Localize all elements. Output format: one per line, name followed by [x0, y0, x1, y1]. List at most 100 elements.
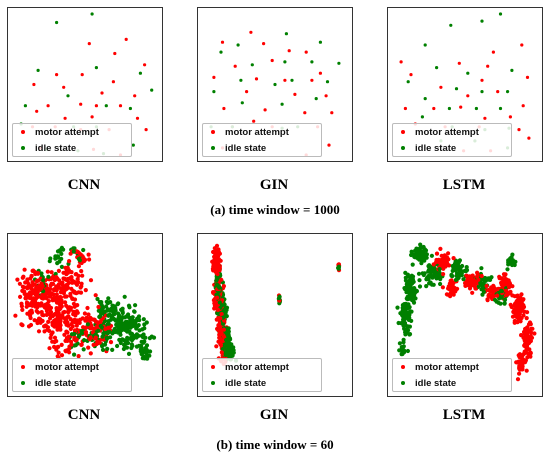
scatter-point — [221, 284, 226, 289]
scatter-point — [504, 288, 509, 293]
scatter-point — [400, 313, 405, 318]
scatter-point — [455, 271, 460, 276]
scatter-point — [500, 288, 505, 294]
legend-label: idle state — [225, 377, 267, 389]
scatter-point — [59, 353, 65, 358]
scatter-point — [284, 32, 288, 36]
scatter-point — [443, 262, 448, 267]
scatter-point — [420, 115, 424, 119]
scatter-point — [65, 320, 70, 325]
scatter-point — [263, 108, 267, 112]
scatter-point — [45, 301, 50, 306]
scatter-point — [100, 347, 106, 352]
scatter-point — [63, 349, 68, 354]
scatter-point — [111, 305, 116, 310]
scatter-point — [250, 63, 254, 67]
scatter-point — [318, 71, 322, 75]
scatter-point — [216, 307, 221, 312]
scatter-point — [410, 262, 415, 267]
scatter-point — [397, 341, 402, 346]
scatter-point — [100, 311, 105, 316]
scatter-point — [494, 287, 499, 292]
scatter-point — [17, 281, 22, 286]
scatter-point — [416, 271, 422, 276]
scatter-point — [514, 294, 519, 299]
scatter-point — [35, 271, 41, 276]
scatter-point — [72, 331, 77, 337]
scatter-point — [515, 360, 520, 365]
scatter-point — [510, 284, 515, 289]
scatter-point — [214, 278, 219, 283]
legend-entry: motor attempt — [203, 124, 321, 140]
scatter-point — [95, 320, 100, 325]
scatter-panel: motor attempt idle state — [197, 233, 353, 397]
scatter-point — [52, 335, 58, 340]
scatter-point — [52, 324, 57, 329]
scatter-point — [481, 277, 486, 282]
scatter-point — [59, 264, 64, 269]
scatter-point — [223, 341, 228, 347]
scatter-point — [25, 280, 30, 285]
scatter-point — [111, 80, 115, 84]
scatter-point — [409, 318, 414, 323]
scatter-point — [473, 286, 478, 291]
scatter-point — [86, 252, 91, 257]
scatter-point — [136, 317, 141, 322]
scatter-point — [215, 311, 220, 316]
scatter-point — [479, 273, 484, 279]
scatter-point — [112, 317, 117, 322]
scatter-point — [70, 324, 75, 329]
scatter-point — [487, 288, 492, 293]
scatter-point — [128, 321, 133, 326]
scatter-point — [522, 342, 528, 347]
scatter-point — [510, 68, 514, 72]
scatter-point — [283, 78, 287, 82]
scatter-point — [126, 351, 132, 356]
scatter-point — [45, 286, 50, 291]
scatter-point — [62, 332, 67, 337]
scatter-point — [100, 91, 104, 95]
scatter-point — [90, 115, 94, 119]
scatter-point — [212, 90, 216, 94]
scatter-point — [36, 329, 42, 334]
scatter-point — [214, 264, 219, 269]
scatter-point — [36, 68, 40, 72]
scatter-point — [450, 268, 455, 273]
scatter-point — [55, 294, 60, 299]
scatter-point — [45, 311, 51, 317]
scatter-point — [526, 329, 531, 334]
scatter-point — [126, 303, 132, 308]
scatter-point — [135, 116, 140, 120]
scatter-point — [104, 104, 108, 108]
scatter-point — [120, 315, 125, 320]
scatter-point — [401, 337, 406, 342]
scatter-point — [32, 318, 37, 323]
scatter-point — [66, 334, 71, 339]
scatter-point — [408, 294, 413, 299]
scatter-point — [59, 289, 65, 294]
scatter-point — [28, 285, 33, 291]
scatter-point — [76, 354, 81, 359]
scatter-point — [62, 85, 66, 89]
legend-marker-icon — [21, 365, 25, 369]
scatter-point — [81, 347, 86, 352]
row-caption: (b) time window = 60 — [216, 437, 334, 452]
scatter-point — [429, 253, 434, 258]
scatter-point — [79, 269, 84, 274]
scatter-point — [150, 88, 154, 92]
scatter-point — [31, 268, 36, 273]
scatter-point — [76, 273, 81, 278]
scatter-point — [287, 49, 291, 53]
scatter-point — [15, 277, 20, 282]
scatter-point — [515, 377, 521, 382]
scatter-point — [424, 252, 429, 257]
scatter-point — [280, 102, 284, 106]
legend-marker-icon — [401, 130, 405, 134]
scatter-point — [58, 306, 63, 311]
scatter-point — [423, 97, 427, 101]
scatter-point — [141, 317, 146, 322]
scatter-point — [432, 106, 436, 111]
scatter-point — [507, 280, 512, 285]
scatter-point — [233, 64, 237, 68]
scatter-point — [214, 243, 220, 248]
